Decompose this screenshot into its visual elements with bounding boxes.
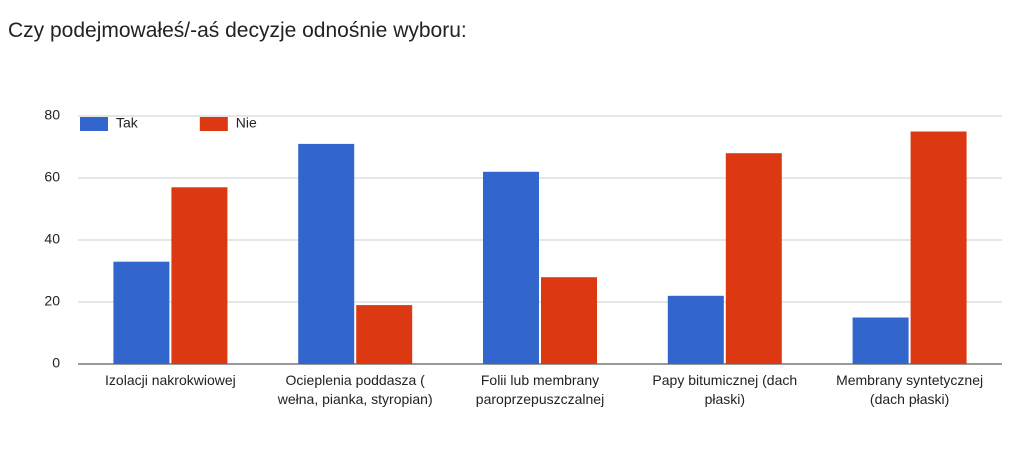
x-tick-label: Membrany syntetycznej (dach płaski) <box>836 372 984 407</box>
bar <box>667 295 724 364</box>
chart-title: Czy podejmowałeś/-aś decyzje odnośnie wy… <box>8 19 467 42</box>
x-tick-label: Folii lub membrany paroprzepuszczalnej <box>475 372 605 407</box>
bar <box>725 153 782 364</box>
y-tick-label: 60 <box>44 169 60 185</box>
legend-label: Tak <box>116 115 139 131</box>
x-tick-label: Izolacji nakrokwiowej <box>105 372 236 388</box>
legend-swatch <box>80 117 108 131</box>
y-tick-label: 0 <box>52 355 60 371</box>
bar <box>852 317 909 364</box>
bar <box>910 131 967 364</box>
bar <box>171 187 228 364</box>
bar <box>298 143 355 364</box>
y-tick-label: 20 <box>44 293 60 309</box>
legend-label: Nie <box>236 115 257 131</box>
bar <box>541 277 597 364</box>
x-tick-label: Papy bitumicznej (dach płaski) <box>652 372 798 407</box>
bar <box>113 261 170 364</box>
legend-swatch <box>199 117 228 131</box>
y-tick-label: 80 <box>44 107 60 123</box>
bar <box>483 171 539 364</box>
x-tick-label: Ocieplenia poddasza ( wełna, pianka, sty… <box>277 372 433 407</box>
bar <box>356 305 413 364</box>
y-tick-label: 40 <box>44 231 60 247</box>
